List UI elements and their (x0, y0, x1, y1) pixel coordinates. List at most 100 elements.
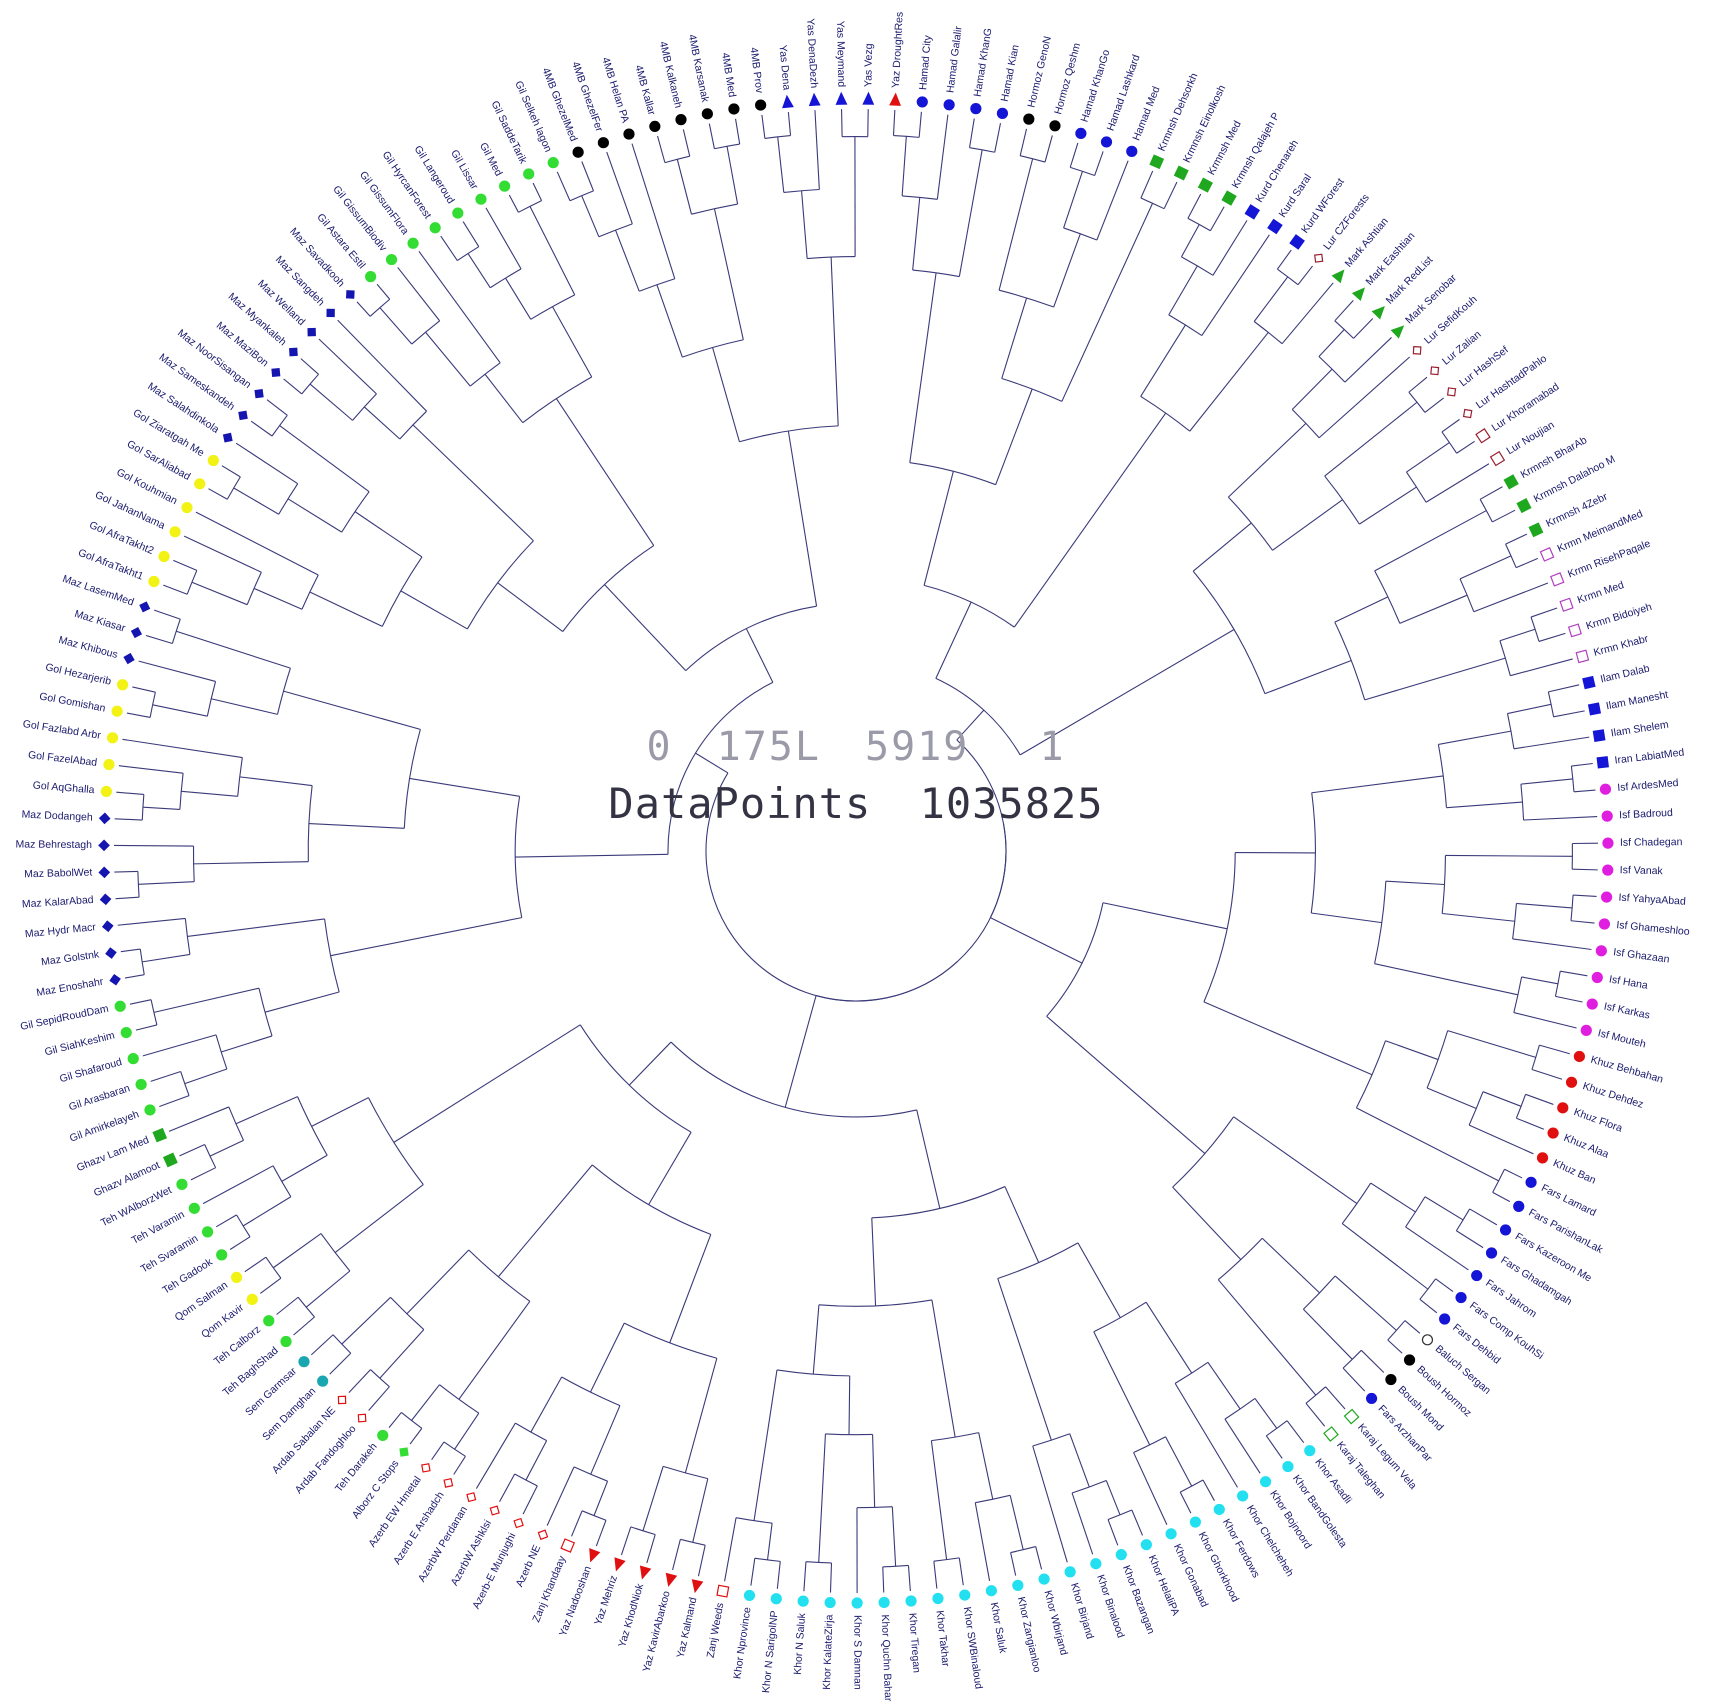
branch-stem (276, 1296, 299, 1315)
diamond-marker-icon (109, 973, 121, 986)
square-marker-icon (1582, 675, 1596, 690)
branch-stem (882, 1566, 885, 1593)
diamond-marker-icon (101, 920, 114, 933)
diamond-marker (466, 1492, 477, 1503)
diamond-marker (513, 1517, 524, 1529)
square-open-marker-icon (716, 1584, 730, 1598)
branch-stem (990, 917, 1083, 964)
diamond-open-marker-icon (537, 1529, 549, 1541)
circle-marker-icon (1499, 1224, 1512, 1236)
branch-arc (1063, 227, 1098, 241)
branch-stem (1512, 938, 1592, 951)
branch-stem (1360, 1349, 1385, 1373)
diamond-marker (326, 308, 335, 318)
branch-stem (1539, 1044, 1570, 1055)
branch-stem (1063, 171, 1083, 229)
circle-marker (1586, 998, 1598, 1010)
branch-stem (406, 1249, 470, 1315)
branch-arc (272, 1165, 292, 1198)
circle-marker (1601, 810, 1613, 822)
leaf-label: Gil Shafaroud (58, 1056, 123, 1085)
circle-marker (1565, 1076, 1578, 1088)
circle-marker (127, 1053, 139, 1065)
branch-stem (1406, 442, 1450, 473)
square-marker-icon (1289, 234, 1305, 250)
branch-arc (562, 545, 655, 632)
branch-stem (379, 1329, 425, 1379)
triangle-marker-icon (1390, 325, 1405, 339)
counter-readout: 0 175L 5919 1 (646, 724, 1065, 770)
branch-stem (935, 601, 972, 679)
branch-arc (1479, 499, 1493, 523)
diamond-open-marker-icon (421, 1463, 431, 1473)
circle-marker (407, 237, 419, 249)
branch-arc (909, 462, 996, 486)
branch-arc (514, 796, 523, 918)
branch-stem (646, 1534, 656, 1564)
branch-stem (1179, 1491, 1192, 1514)
branch-stem (120, 948, 141, 953)
branch-stem (409, 1428, 423, 1445)
branch-stem (1553, 710, 1585, 718)
branch-stem (801, 190, 808, 259)
circle-marker-icon (158, 550, 170, 563)
diamond-marker (443, 1477, 454, 1488)
circle-marker-icon (1403, 1354, 1416, 1366)
branch-stem (409, 777, 520, 797)
branch-arc (403, 729, 421, 829)
circle-marker (701, 108, 713, 120)
branch-stem (191, 581, 248, 606)
circle-marker (1100, 136, 1113, 148)
branch-stem (1468, 1124, 1534, 1155)
dendrogram-branches (114, 109, 1598, 1593)
branch-arc (370, 1369, 390, 1388)
diamond-marker (101, 920, 114, 933)
diamond-open-marker-icon (357, 1413, 367, 1423)
branch-stem (695, 752, 729, 774)
branch-stem (656, 284, 683, 358)
branch-stem (1492, 509, 1516, 523)
circle-marker (1038, 1573, 1050, 1585)
square-marker (1173, 165, 1189, 181)
square-open-marker-icon (1343, 1408, 1360, 1425)
circle-marker (1385, 1373, 1397, 1386)
branch-stem (1224, 1418, 1261, 1474)
branch-stem (620, 1526, 632, 1556)
circle-marker (1165, 1528, 1177, 1540)
branch-stem (555, 398, 655, 546)
circle-marker-icon (1565, 1076, 1578, 1088)
triangle-marker (862, 91, 875, 105)
triangle-marker (614, 1557, 626, 1572)
circle-marker-icon (932, 1592, 944, 1605)
branch-arc (923, 584, 1015, 628)
branch-stem (363, 406, 401, 440)
leaf-label: Zanj Khandaay (530, 1554, 568, 1625)
branch-stem (1131, 1509, 1144, 1536)
leaf-label: Iran LabiatMed (1614, 746, 1685, 766)
branch-stem (1334, 299, 1354, 322)
branch-arc (1133, 1436, 1166, 1454)
branch-stem (1445, 854, 1573, 857)
branch-arc (705, 772, 958, 1002)
branch-stem (115, 896, 140, 900)
branch-stem (308, 823, 405, 829)
branch-stem (891, 1506, 897, 1567)
branch-stem (1530, 607, 1558, 618)
branch-stem (1212, 220, 1248, 276)
square-marker (1539, 547, 1555, 562)
circle-marker (158, 550, 170, 563)
branch-stem (1046, 1015, 1206, 1154)
branch-stem (287, 498, 342, 533)
branch-stem (734, 118, 741, 145)
circle-marker-icon (1602, 837, 1614, 849)
branch-stem (1516, 902, 1573, 909)
branch-arc (1071, 1479, 1107, 1494)
circle-marker (1421, 1334, 1434, 1346)
branch-stem (515, 853, 669, 858)
circle-marker-icon (985, 1585, 997, 1597)
circle-marker (106, 732, 119, 744)
branch-stem (1311, 912, 1382, 924)
circle-marker (985, 1585, 997, 1597)
leaf-label: Maz Hydr Macr (24, 921, 97, 940)
circle-marker (1064, 1566, 1076, 1578)
